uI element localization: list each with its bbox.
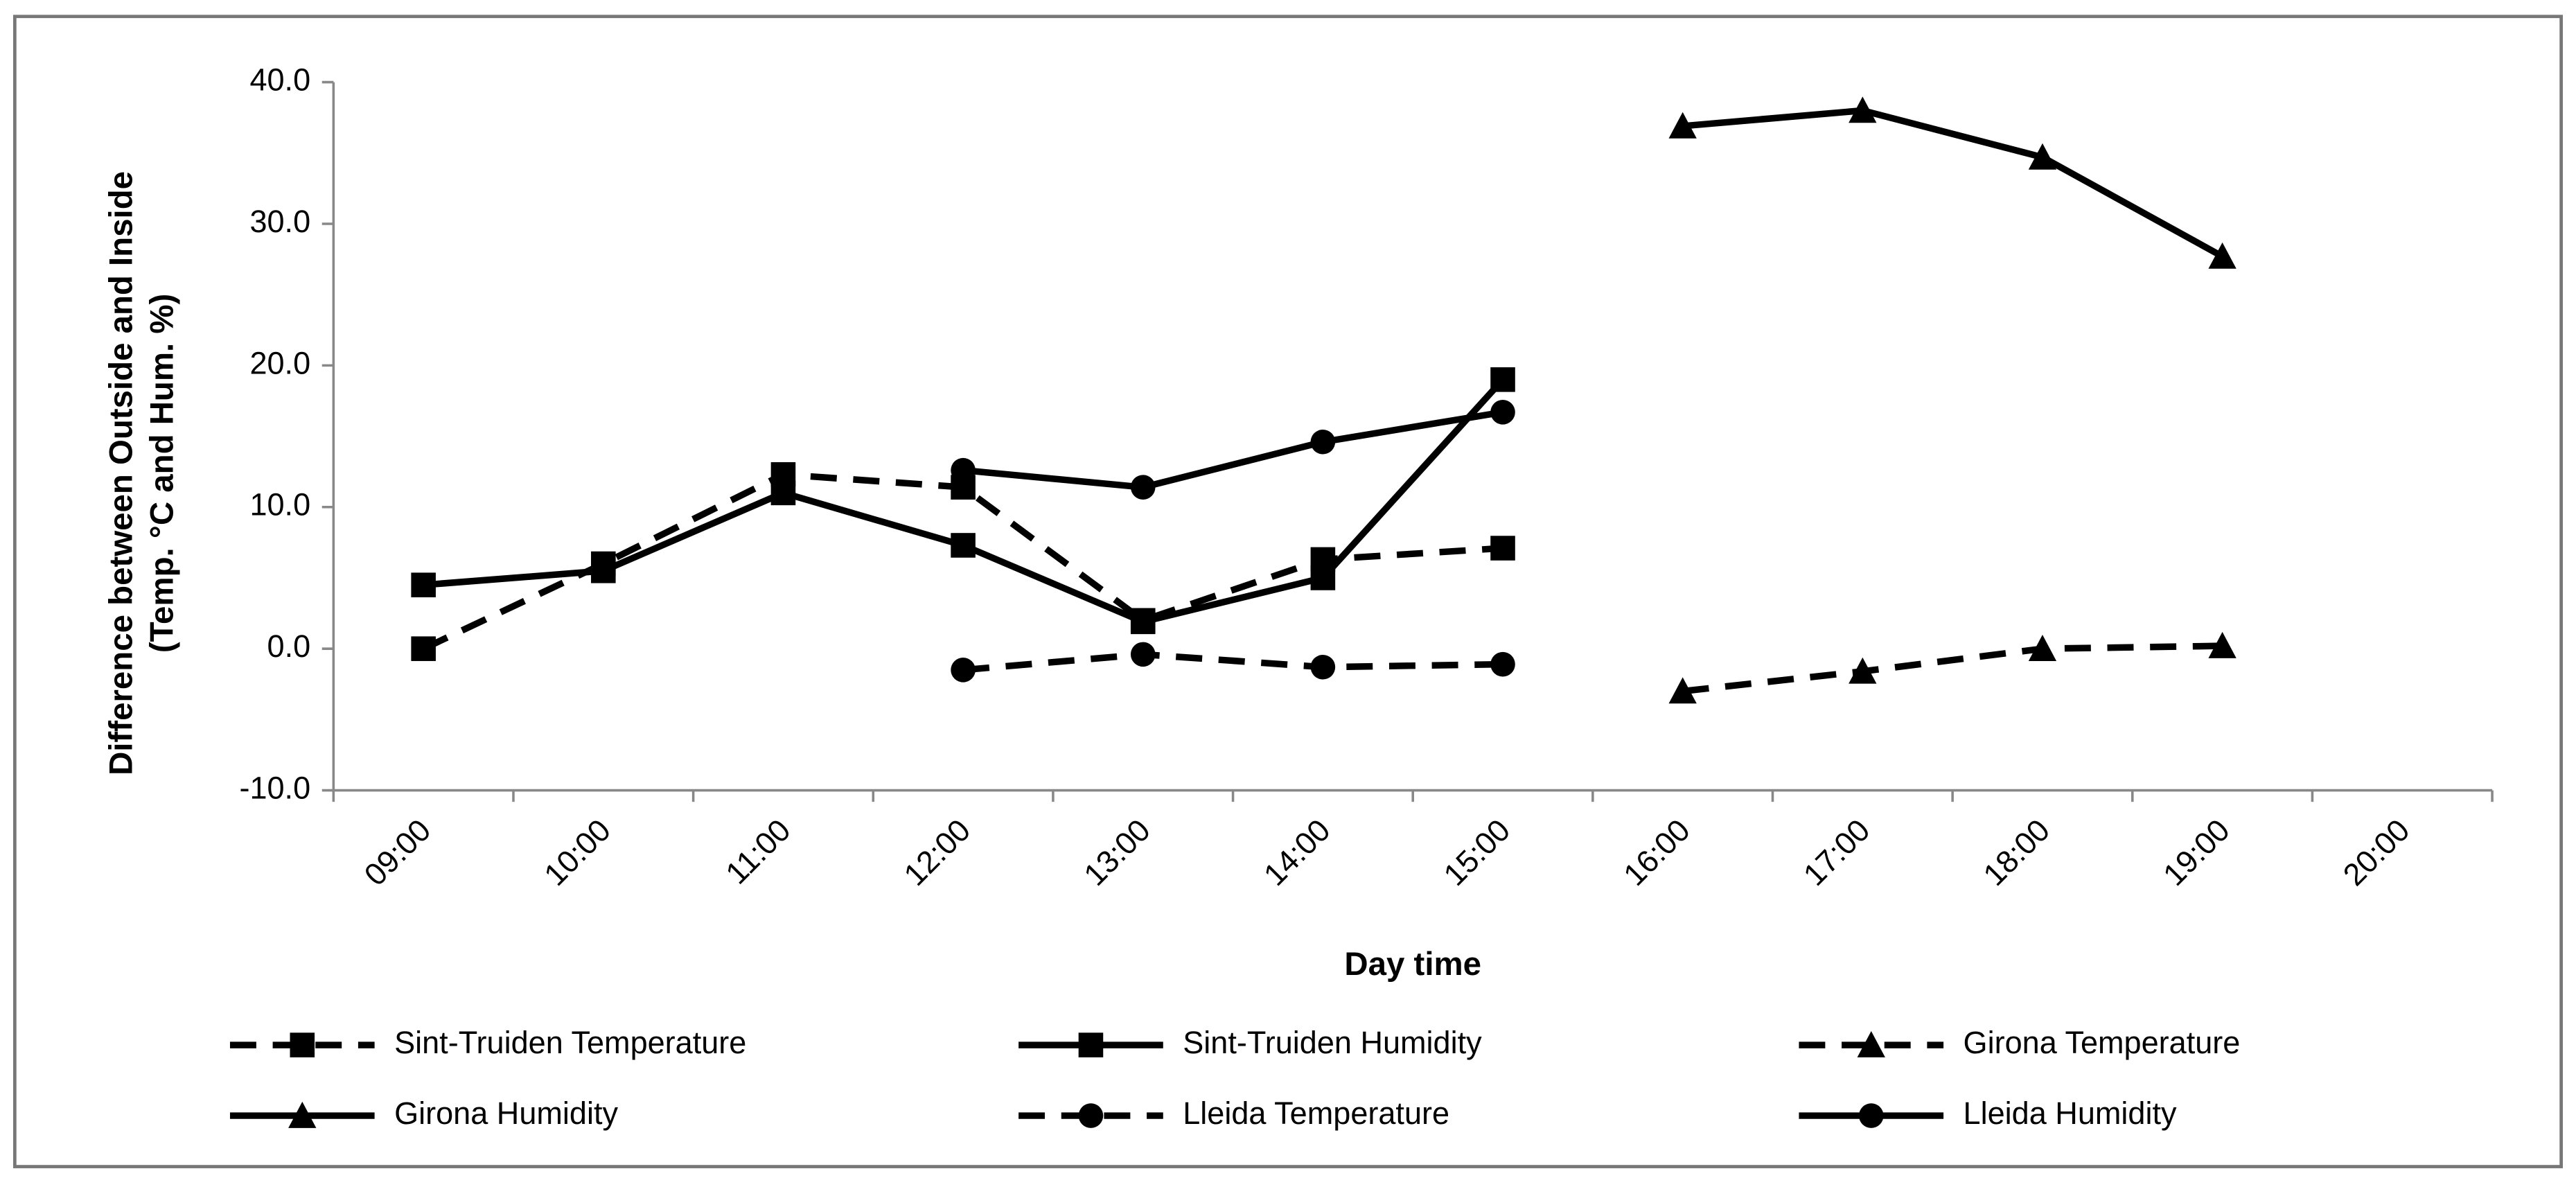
legend-label: Sint-Truiden Temperature — [394, 1025, 746, 1060]
y-axis-title: Difference between Outside and Inside — [103, 171, 139, 775]
series-line — [1682, 107, 2224, 260]
data-point — [770, 480, 796, 506]
legend-label: Girona Humidity — [394, 1096, 618, 1131]
data-point — [1490, 536, 1515, 561]
legend-marker — [1078, 1103, 1104, 1128]
data-point — [951, 457, 976, 483]
y-tick-label: 30.0 — [249, 204, 310, 239]
y-axis-title: (Temp. °C and Hum. %) — [144, 294, 181, 653]
series-line — [962, 651, 1503, 674]
data-point — [2208, 242, 2237, 269]
data-point — [1130, 642, 1156, 667]
legend-marker — [1857, 1030, 1885, 1057]
data-point — [1490, 400, 1515, 425]
data-point — [2028, 143, 2057, 170]
data-point — [1130, 609, 1156, 635]
data-point — [2028, 635, 2057, 661]
data-point — [1849, 96, 1877, 123]
y-tick-label: 10.0 — [249, 487, 310, 522]
legend-marker — [1858, 1103, 1884, 1128]
data-point — [951, 658, 976, 683]
data-point — [591, 558, 616, 583]
chart-frame — [12, 15, 2564, 1168]
legend-label: Sint-Truiden Humidity — [1183, 1025, 1482, 1060]
series-line — [1682, 642, 2223, 695]
x-axis-title: Day time — [1344, 946, 1481, 983]
data-point — [411, 572, 436, 597]
data-point — [1310, 429, 1336, 455]
series-line — [962, 409, 1503, 491]
y-tick-label: 40.0 — [249, 62, 310, 97]
legend-marker — [1078, 1032, 1104, 1057]
data-point — [1130, 475, 1156, 500]
y-tick-label: 20.0 — [249, 345, 310, 380]
data-point — [1310, 565, 1336, 590]
legend-label: Lleida Humidity — [1964, 1096, 2177, 1131]
data-point — [1849, 657, 1877, 684]
y-tick-label: -10.0 — [239, 770, 310, 805]
legend-label: Lleida Temperature — [1183, 1096, 1449, 1131]
legend-label: Girona Temperature — [1964, 1025, 2241, 1060]
data-point — [2208, 631, 2237, 658]
data-point — [1668, 112, 1697, 139]
data-point — [411, 636, 436, 661]
data-point — [1490, 367, 1515, 392]
data-point — [1310, 654, 1336, 680]
legend-marker — [290, 1032, 315, 1057]
data-point — [1668, 677, 1697, 704]
legend-marker — [288, 1101, 317, 1128]
y-tick-label: 0.0 — [267, 628, 311, 664]
data-point — [951, 533, 976, 558]
data-point — [1490, 651, 1515, 677]
